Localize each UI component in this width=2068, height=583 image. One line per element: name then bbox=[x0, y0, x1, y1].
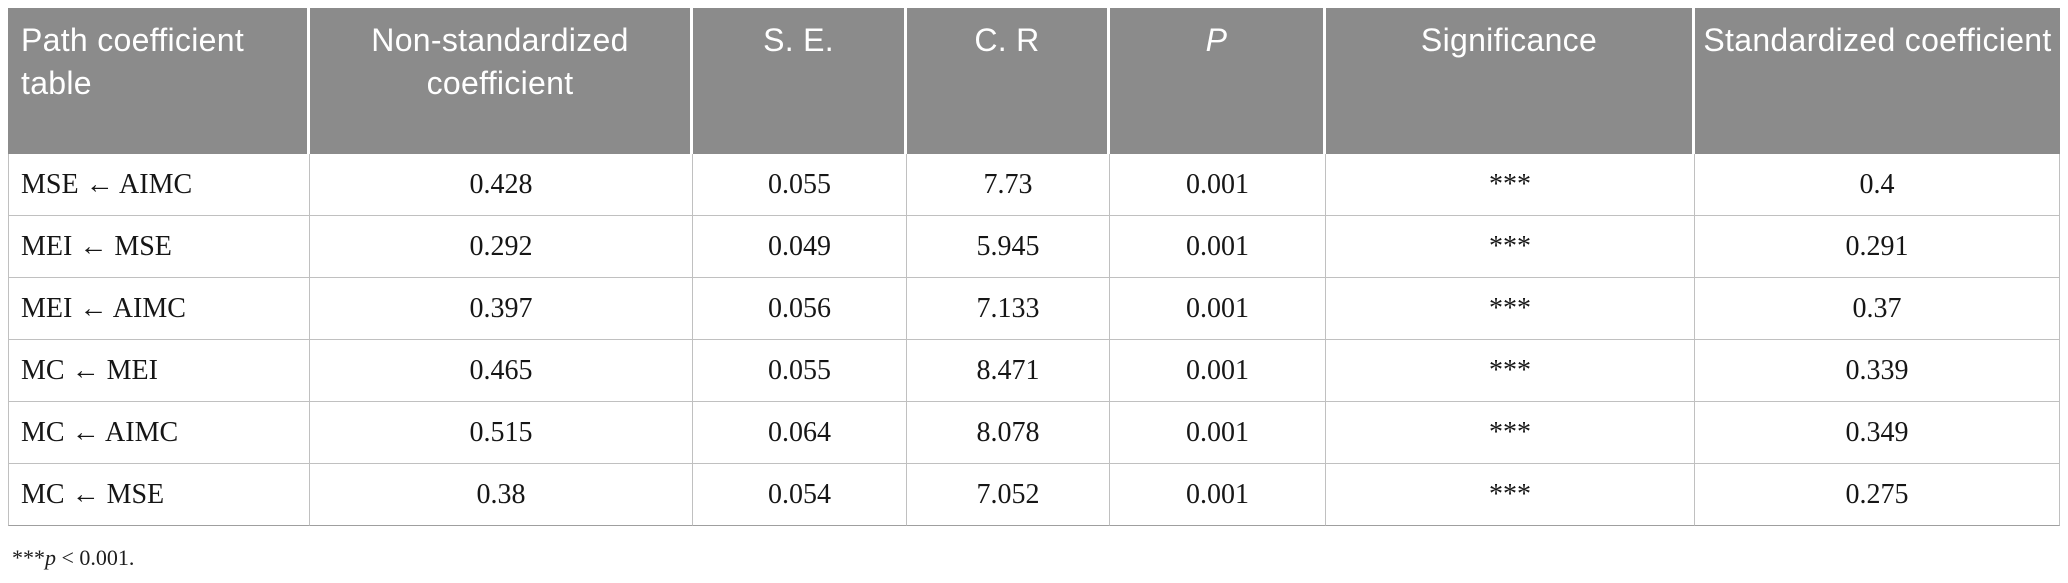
cell-se: 0.054 bbox=[693, 464, 907, 526]
header-cell-cr: C. R bbox=[907, 8, 1110, 154]
cell-non-std-coef: 0.515 bbox=[310, 402, 693, 464]
header-cell-p: P bbox=[1110, 8, 1326, 154]
header-cell-non-standardized-coefficient: Non-standardized coefficient bbox=[310, 8, 693, 154]
footnote-p-symbol: p bbox=[45, 545, 56, 570]
cell-std-coef: 0.37 bbox=[1695, 278, 2060, 340]
cell-cr: 8.078 bbox=[907, 402, 1110, 464]
table-row: MSE ← AIMC 0.428 0.055 7.73 0.001 *** 0.… bbox=[8, 154, 2060, 216]
cell-non-std-coef: 0.38 bbox=[310, 464, 693, 526]
cell-p: 0.001 bbox=[1110, 278, 1326, 340]
table-row: MC ← MEI 0.465 0.055 8.471 0.001 *** 0.3… bbox=[8, 340, 2060, 402]
cell-std-coef: 0.275 bbox=[1695, 464, 2060, 526]
cell-significance: *** bbox=[1326, 464, 1695, 526]
cell-std-coef: 0.4 bbox=[1695, 154, 2060, 216]
cell-non-std-coef: 0.428 bbox=[310, 154, 693, 216]
table-row: MC ← MSE 0.38 0.054 7.052 0.001 *** 0.27… bbox=[8, 464, 2060, 526]
cell-significance: *** bbox=[1326, 402, 1695, 464]
path-coefficient-table: Path coefficient table Non-standardized … bbox=[8, 8, 2060, 526]
footnote-threshold: < 0.001. bbox=[56, 545, 135, 570]
cell-p: 0.001 bbox=[1110, 340, 1326, 402]
cell-cr: 7.052 bbox=[907, 464, 1110, 526]
header-cell-se: S. E. bbox=[693, 8, 907, 154]
cell-significance: *** bbox=[1326, 340, 1695, 402]
cell-path: MC ← AIMC bbox=[8, 402, 310, 464]
path-coefficient-table-figure: Path coefficient table Non-standardized … bbox=[8, 8, 2060, 571]
header-cell-standardized-coefficient: Standardized coefficient bbox=[1695, 8, 2060, 154]
cell-p: 0.001 bbox=[1110, 154, 1326, 216]
cell-std-coef: 0.291 bbox=[1695, 216, 2060, 278]
cell-significance: *** bbox=[1326, 278, 1695, 340]
cell-significance: *** bbox=[1326, 154, 1695, 216]
cell-path: MEI ← MSE bbox=[8, 216, 310, 278]
cell-path: MC ← MSE bbox=[8, 464, 310, 526]
cell-se: 0.049 bbox=[693, 216, 907, 278]
cell-se: 0.064 bbox=[693, 402, 907, 464]
significance-footnote: ***p < 0.001. bbox=[12, 545, 2060, 571]
table-header: Path coefficient table Non-standardized … bbox=[8, 8, 2060, 154]
cell-cr: 8.471 bbox=[907, 340, 1110, 402]
cell-cr: 7.73 bbox=[907, 154, 1110, 216]
cell-se: 0.055 bbox=[693, 340, 907, 402]
cell-se: 0.055 bbox=[693, 154, 907, 216]
cell-non-std-coef: 0.292 bbox=[310, 216, 693, 278]
cell-significance: *** bbox=[1326, 216, 1695, 278]
header-cell-significance: Significance bbox=[1326, 8, 1695, 154]
header-cell-path-coefficient-table: Path coefficient table bbox=[8, 8, 310, 154]
cell-path: MSE ← AIMC bbox=[8, 154, 310, 216]
cell-p: 0.001 bbox=[1110, 464, 1326, 526]
cell-p: 0.001 bbox=[1110, 402, 1326, 464]
cell-path: MEI ← AIMC bbox=[8, 278, 310, 340]
footnote-stars: *** bbox=[12, 545, 45, 570]
cell-se: 0.056 bbox=[693, 278, 907, 340]
header-row: Path coefficient table Non-standardized … bbox=[8, 8, 2060, 154]
cell-path: MC ← MEI bbox=[8, 340, 310, 402]
cell-p: 0.001 bbox=[1110, 216, 1326, 278]
cell-non-std-coef: 0.465 bbox=[310, 340, 693, 402]
cell-std-coef: 0.349 bbox=[1695, 402, 2060, 464]
cell-non-std-coef: 0.397 bbox=[310, 278, 693, 340]
cell-cr: 7.133 bbox=[907, 278, 1110, 340]
table-body: MSE ← AIMC 0.428 0.055 7.73 0.001 *** 0.… bbox=[8, 154, 2060, 526]
table-row: MEI ← AIMC 0.397 0.056 7.133 0.001 *** 0… bbox=[8, 278, 2060, 340]
cell-cr: 5.945 bbox=[907, 216, 1110, 278]
table-row: MEI ← MSE 0.292 0.049 5.945 0.001 *** 0.… bbox=[8, 216, 2060, 278]
table-row: MC ← AIMC 0.515 0.064 8.078 0.001 *** 0.… bbox=[8, 402, 2060, 464]
cell-std-coef: 0.339 bbox=[1695, 340, 2060, 402]
